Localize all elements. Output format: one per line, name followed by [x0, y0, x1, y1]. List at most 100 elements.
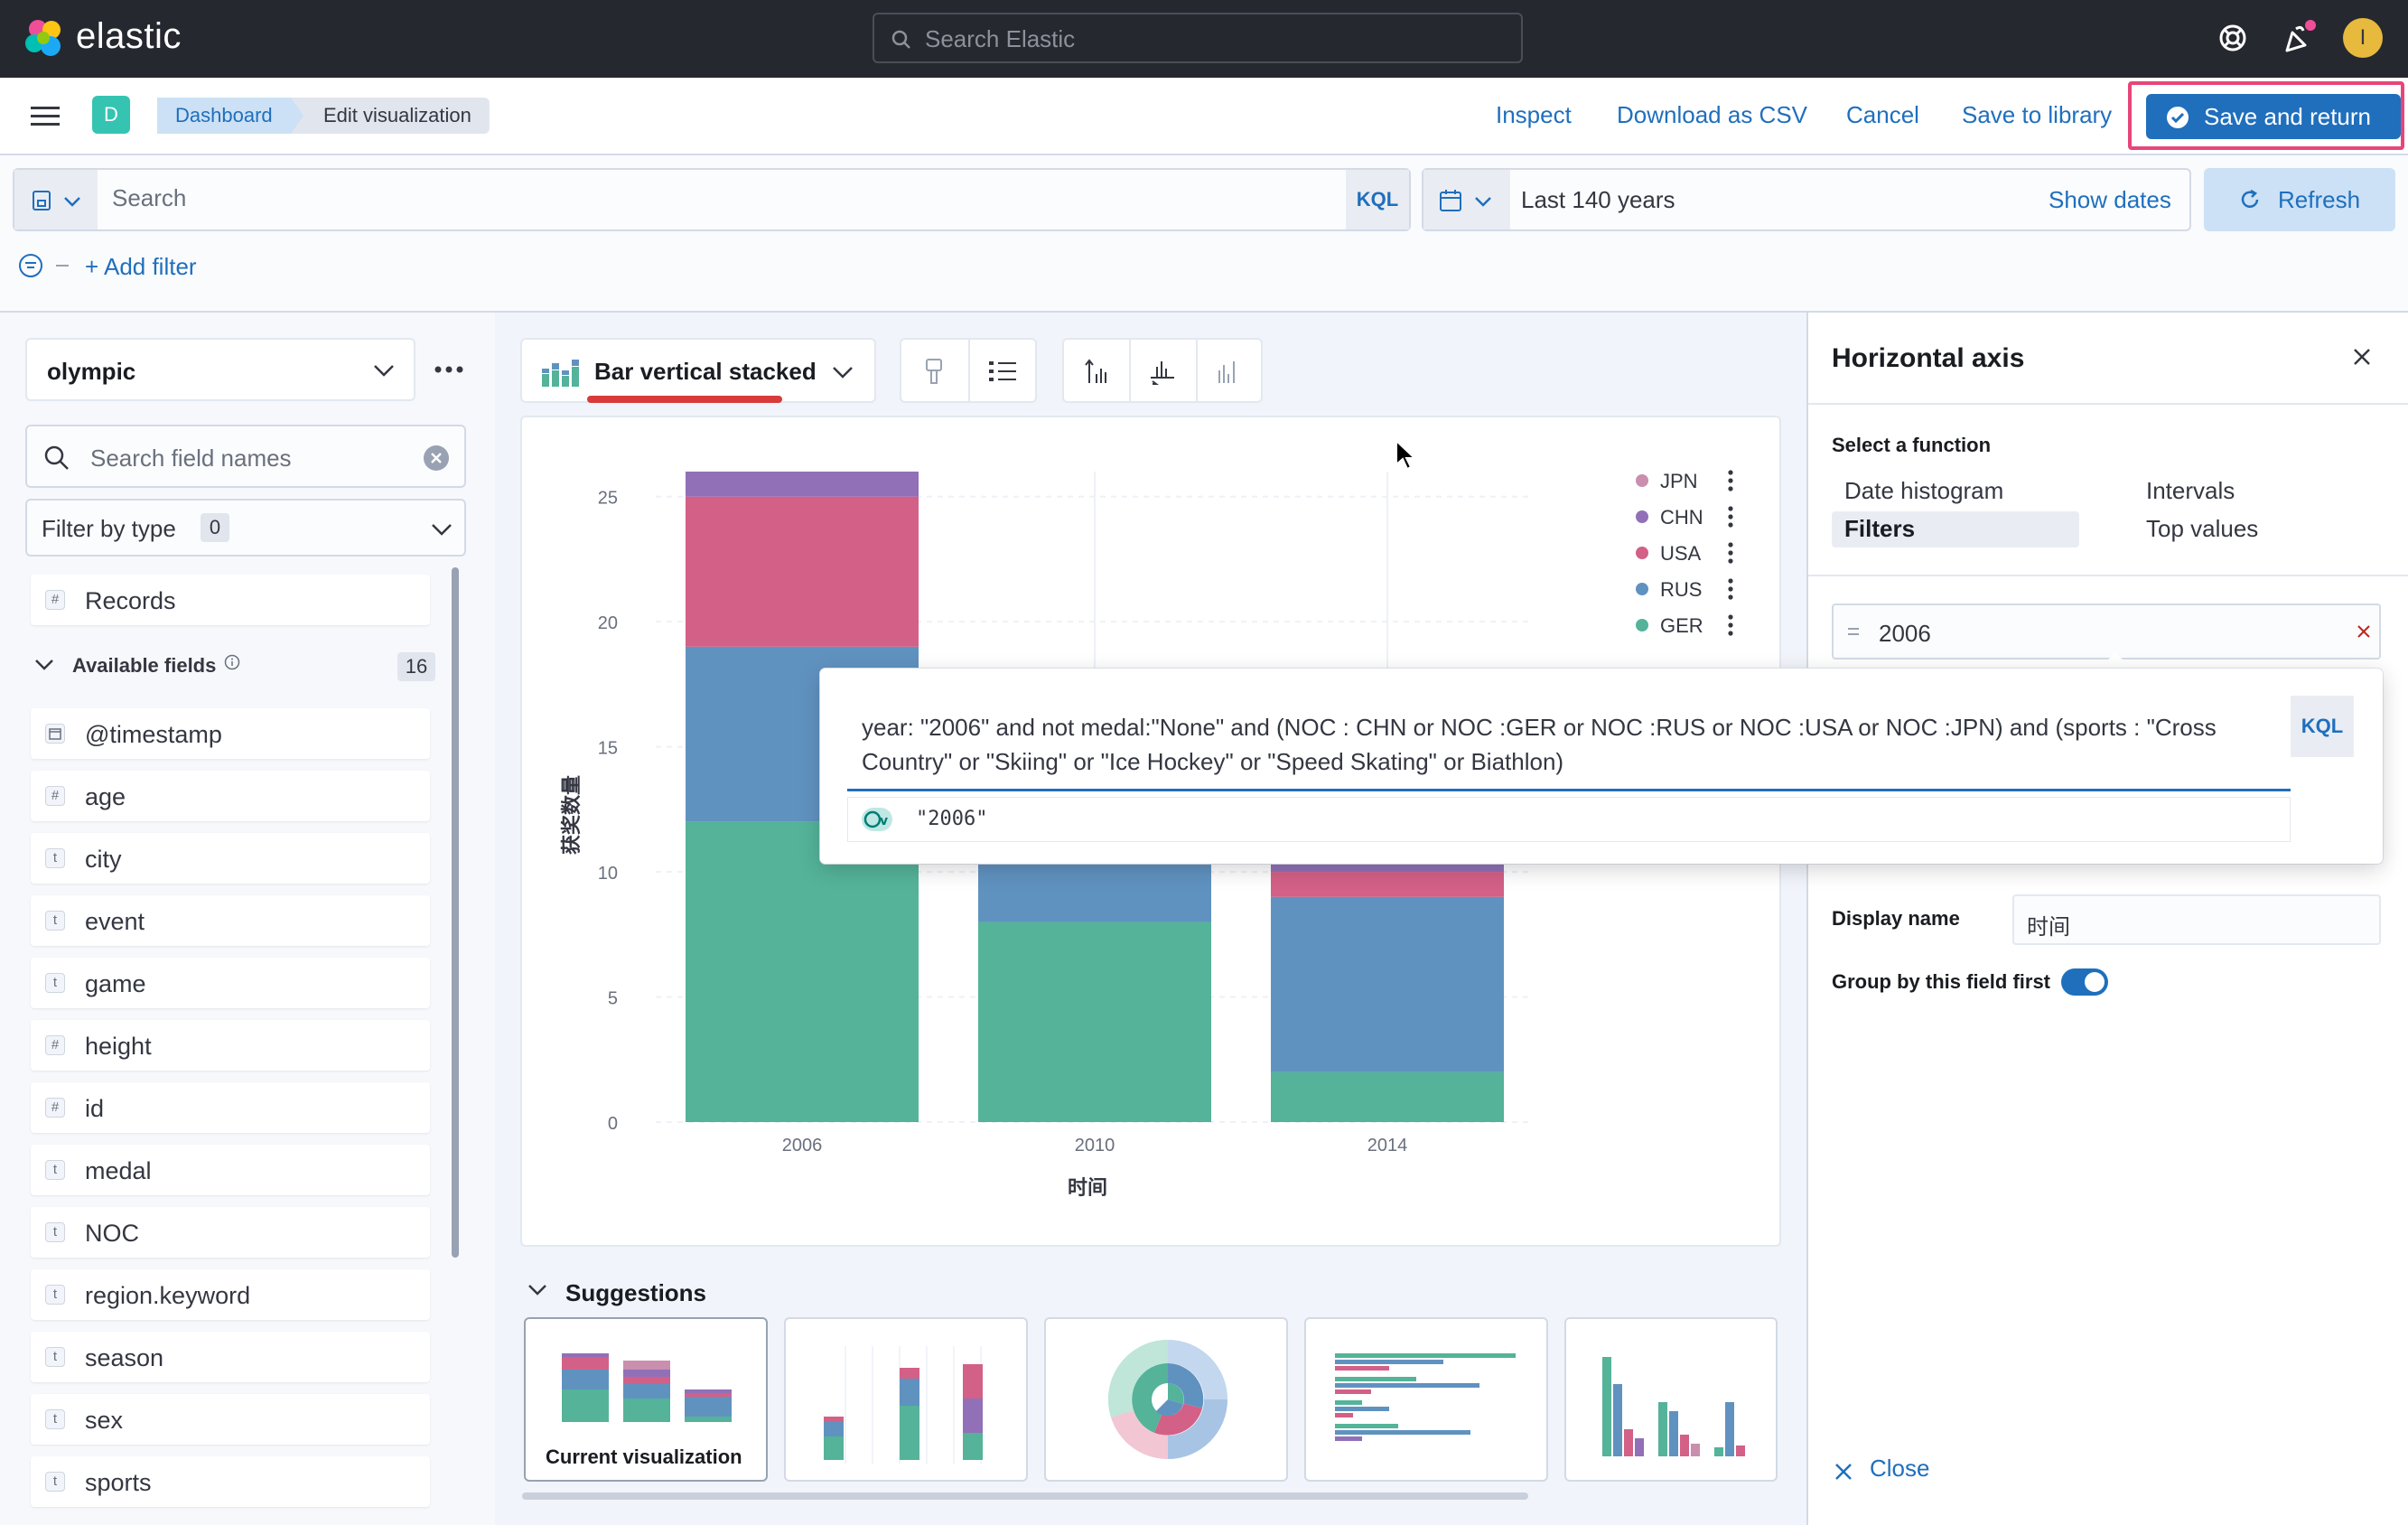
display-name-label: Display name [1832, 907, 1960, 930]
info-icon[interactable] [224, 654, 240, 670]
drag-handle-icon[interactable] [1846, 625, 1861, 638]
elastic-logo-icon[interactable] [23, 18, 65, 60]
x-axis-title: 时间 [1068, 1177, 1107, 1200]
kql-toggle[interactable]: KQL [1346, 170, 1409, 229]
clear-icon[interactable] [423, 444, 450, 472]
cancel-link[interactable]: Cancel [1846, 101, 1919, 128]
display-name-input[interactable]: 时间 [2012, 894, 2381, 945]
field-item-id[interactable]: # id [31, 1082, 430, 1133]
suggestion-current[interactable] [524, 1317, 768, 1482]
function-intervals[interactable]: Intervals [2146, 477, 2235, 504]
field-item-city[interactable]: t city [31, 833, 430, 884]
function-top-values[interactable]: Top values [2146, 515, 2259, 542]
legend-action-icon [1728, 594, 1733, 600]
legend-swatch-rus [1636, 583, 1648, 595]
user-avatar[interactable]: I [2343, 18, 2383, 58]
inspect-link[interactable]: Inspect [1496, 101, 1572, 128]
string-type-icon: t [45, 973, 65, 993]
field-item-height[interactable]: # height [31, 1020, 430, 1071]
add-filter-button[interactable]: + Add filter [85, 253, 197, 280]
chevron-down-icon[interactable] [34, 658, 54, 672]
close-panel-button[interactable]: Close [1870, 1455, 1930, 1482]
more-options-icon[interactable] [434, 365, 464, 374]
group-by-first-toggle[interactable] [2061, 968, 2108, 996]
help-icon[interactable] [2215, 20, 2251, 56]
kql-toggle[interactable]: KQL [2291, 696, 2354, 757]
close-icon[interactable] [2352, 347, 2372, 367]
available-fields-heading[interactable]: Available fields [72, 654, 217, 677]
quick-date-menu-button[interactable] [1423, 170, 1510, 229]
date-range-value[interactable]: Last 140 years [1521, 186, 1675, 213]
field-name: game [85, 970, 146, 997]
filter-query-input[interactable] [847, 696, 2291, 791]
date-type-icon [45, 724, 65, 744]
chevron-down-icon [432, 524, 452, 536]
suggestion-thumbnail-stacked [562, 1353, 732, 1422]
field-name: height [85, 1033, 152, 1060]
legend-action-icon [1728, 522, 1733, 528]
legend-action-icon [1728, 542, 1733, 547]
data-view-selector[interactable] [25, 338, 415, 401]
suggestion-bar-unstacked[interactable] [784, 1317, 1028, 1482]
field-item-region-keyword[interactable]: t region.keyword [31, 1269, 430, 1320]
filter-query-text[interactable]: year: "2006" and not medal:"None" and (N… [862, 714, 2217, 775]
download-csv-link[interactable]: Download as CSV [1617, 101, 1807, 128]
field-item-sports[interactable]: t sports [31, 1456, 430, 1507]
refresh-button[interactable]: Refresh [2204, 168, 2395, 231]
field-item-event[interactable]: t event [31, 895, 430, 946]
suggestion-grouped-bars[interactable] [1564, 1317, 1778, 1482]
field-item-age[interactable]: # age [31, 771, 430, 821]
right-axis-icon[interactable] [1214, 358, 1241, 385]
field-item-game[interactable]: t game [31, 958, 430, 1008]
legend-list-icon[interactable] [988, 360, 1017, 383]
records-field[interactable]: # Records [31, 575, 430, 625]
field-item-sex[interactable]: t sex [31, 1394, 430, 1445]
field-search-input[interactable]: Search field names [25, 425, 466, 488]
function-date-histogram[interactable]: Date histogram [1844, 477, 2004, 504]
field-item-season[interactable]: t season [31, 1332, 430, 1382]
filter-item-row[interactable]: 2006 [1832, 603, 2381, 660]
x-tick-label: 2014 [1367, 1136, 1408, 1155]
y-axis-title: 获奖数量 [560, 775, 583, 855]
menu-icon[interactable] [31, 105, 60, 128]
legend-action-icon [1728, 470, 1733, 475]
function-filters[interactable]: Filters [1844, 515, 1916, 542]
close-icon[interactable] [1834, 1462, 1853, 1482]
space-badge[interactable]: D [92, 96, 130, 134]
global-search-input[interactable]: Search Elastic [873, 13, 1523, 63]
available-fields-count: 16 [397, 652, 435, 681]
query-suggestion-item[interactable] [847, 797, 2291, 842]
save-to-library-link[interactable]: Save to library [1962, 101, 2113, 128]
suggestion-horizontal-bars[interactable] [1304, 1317, 1548, 1482]
mouse-cursor-icon [1395, 439, 1417, 471]
suggestions-scrollbar[interactable] [522, 1492, 1528, 1500]
suggestion-donut[interactable] [1044, 1317, 1288, 1482]
left-axis-icon[interactable] [1082, 358, 1109, 385]
bar-segment-ger-2006 [686, 821, 919, 1122]
breadcrumb-edit-visualization: Edit visualization [291, 98, 490, 134]
saved-query-button[interactable] [14, 170, 98, 229]
field-list-scrollbar[interactable] [452, 567, 459, 1258]
query-search-input[interactable]: Search [112, 184, 187, 211]
field-item-medal[interactable]: t medal [31, 1145, 430, 1195]
breadcrumb-dashboard[interactable]: Dashboard [157, 98, 305, 134]
string-type-icon: t [45, 1347, 65, 1367]
save-and-return-button[interactable]: Save and return [2146, 94, 2401, 139]
bottom-axis-icon[interactable] [1149, 358, 1176, 385]
save-query-icon [33, 191, 51, 211]
legend-label-jpn: JPN [1660, 470, 1698, 492]
suggestions-heading[interactable]: Suggestions [565, 1279, 707, 1306]
chart-type-switcher[interactable]: Bar vertical stacked [520, 338, 876, 403]
chevron-down-icon[interactable] [527, 1283, 547, 1297]
remove-icon[interactable] [2356, 623, 2372, 640]
date-picker[interactable] [1422, 168, 2191, 231]
paint-brush-icon[interactable] [921, 358, 947, 385]
filter-by-type-dropdown[interactable]: Filter by type 0 [25, 499, 466, 557]
field-item-noc[interactable]: t NOC [31, 1207, 430, 1258]
news-feed-icon[interactable] [2280, 20, 2319, 56]
filter-options-icon[interactable] [18, 253, 70, 278]
field-name: sex [85, 1407, 124, 1434]
field-item-timestamp[interactable]: @timestamp [31, 708, 430, 759]
show-dates-link[interactable]: Show dates [2049, 186, 2171, 213]
field-name: NOC [85, 1220, 139, 1247]
